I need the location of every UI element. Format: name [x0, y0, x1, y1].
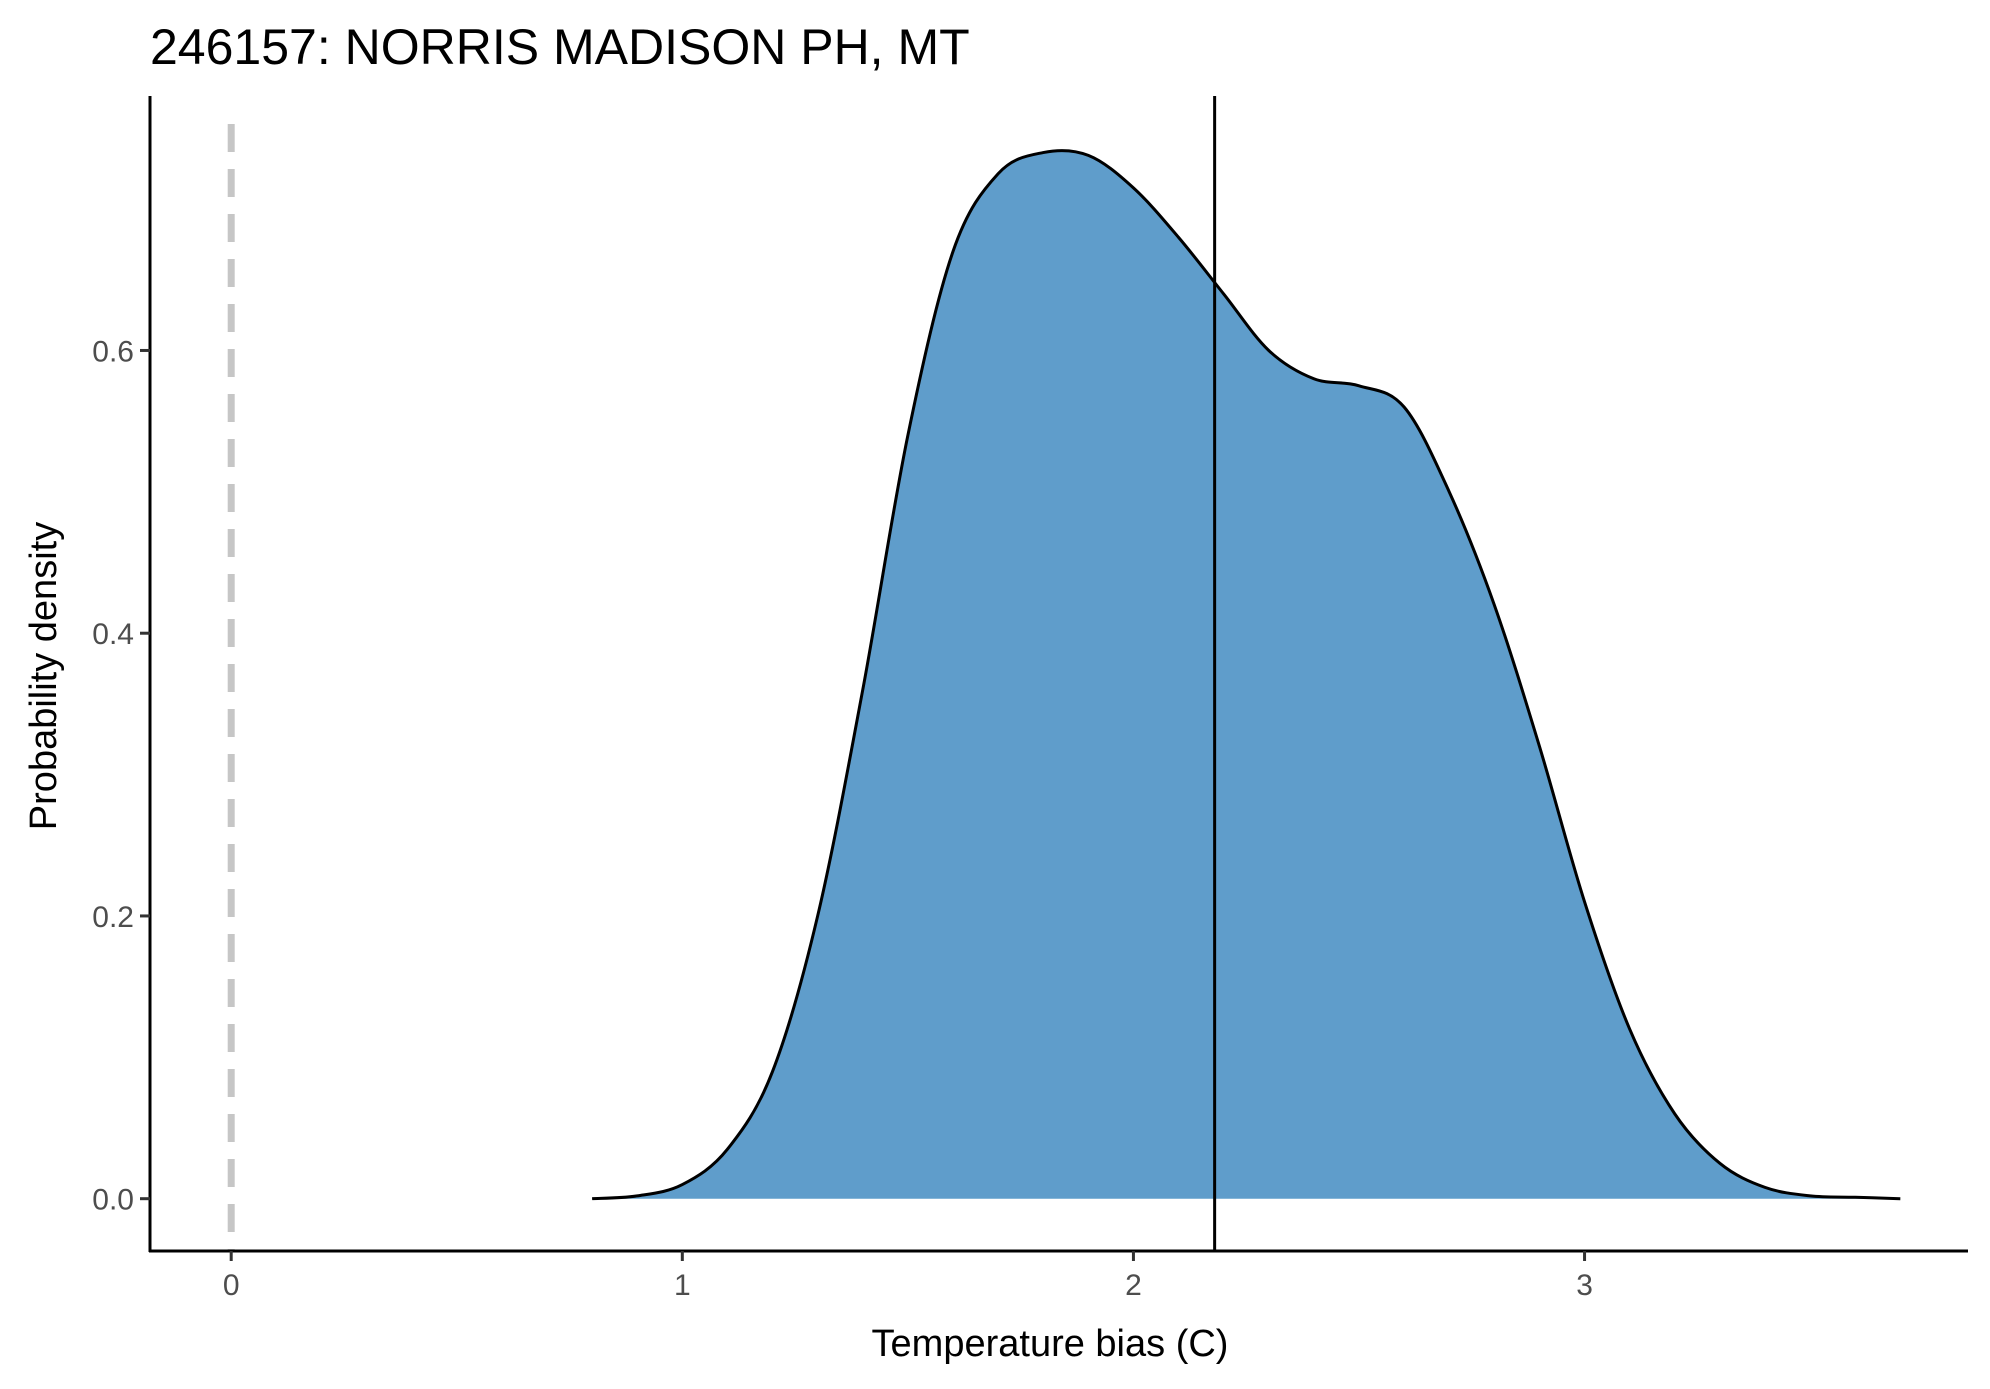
marks-layer [227, 96, 1901, 1251]
x-tick-label: 1 [674, 1269, 691, 1302]
x-tick-label: 0 [223, 1269, 240, 1302]
density-curve-line [591, 149, 1901, 1201]
x-tick-label: 3 [1576, 1269, 1593, 1302]
density-area-fill [592, 150, 1901, 1199]
y-tick-label: 0.6 [92, 335, 134, 368]
x-axis-title: Temperature bias (C) [872, 1323, 1229, 1365]
y-tick-label: 0.0 [92, 1184, 134, 1217]
axes-layer: 0 1 2 3 0.0 0.2 0.4 0.6 [92, 96, 1968, 1302]
chart-title: 246157: NORRIS MADISON PH, MT [150, 19, 970, 75]
x-tick-label: 2 [1125, 1269, 1142, 1302]
y-tick-label: 0.4 [92, 618, 134, 651]
y-axis-title: Probability density [23, 522, 65, 830]
y-tick-label: 0.2 [92, 901, 134, 934]
